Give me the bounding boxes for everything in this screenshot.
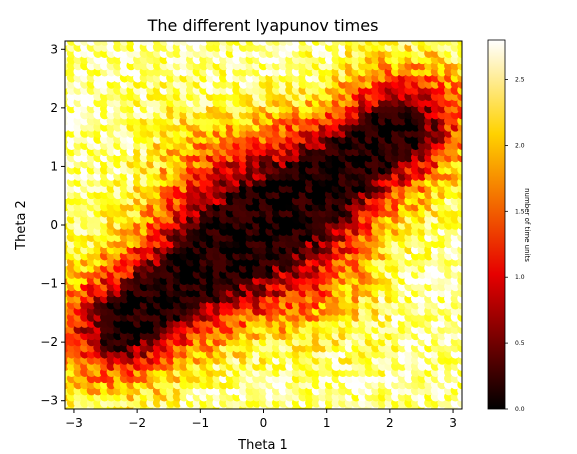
y-tick-label: 2 bbox=[50, 101, 58, 115]
colorbar-label: number of time units bbox=[523, 188, 531, 262]
colorbar-ticks: 0.0 0.5 1.0 1.5 2.0 2.5 bbox=[505, 77, 525, 413]
y-tick-label: 3 bbox=[50, 42, 58, 56]
x-tick-label: 0 bbox=[260, 416, 268, 430]
colorbar-tick-label: 0.5 bbox=[515, 340, 525, 347]
y-tick-label: −3 bbox=[40, 394, 58, 408]
y-tick-label: 0 bbox=[50, 218, 58, 232]
colorbar bbox=[487, 39, 506, 410]
x-tick-label: −2 bbox=[128, 416, 146, 430]
y-axis-ticks: −3 −2 −1 0 1 2 3 bbox=[40, 42, 65, 408]
scatter-points bbox=[65, 41, 462, 409]
colorbar-tick-label: 1.5 bbox=[515, 208, 525, 215]
x-axis-label: Theta 1 bbox=[237, 438, 288, 453]
x-tick-label: 2 bbox=[386, 416, 394, 430]
x-tick-label: 3 bbox=[449, 416, 457, 430]
colorbar-tick-label: 2.5 bbox=[515, 77, 525, 84]
x-axis-ticks: −3 −2 −1 0 1 2 3 bbox=[65, 409, 457, 430]
y-tick-label: −2 bbox=[40, 335, 58, 349]
x-tick-label: −3 bbox=[65, 416, 83, 430]
x-tick-label: −1 bbox=[191, 416, 209, 430]
y-tick-label: −1 bbox=[40, 277, 58, 291]
colorbar-tick-label: 2.0 bbox=[515, 142, 525, 149]
colorbar-tick-label: 1.0 bbox=[515, 274, 525, 281]
x-tick-label: 1 bbox=[323, 416, 331, 430]
chart-title: The different lyapunov times bbox=[147, 16, 379, 35]
y-tick-label: 1 bbox=[50, 159, 58, 173]
colorbar-tick-label: 0.0 bbox=[515, 406, 525, 413]
data-point bbox=[457, 41, 462, 46]
y-axis-label: Theta 2 bbox=[14, 200, 29, 251]
